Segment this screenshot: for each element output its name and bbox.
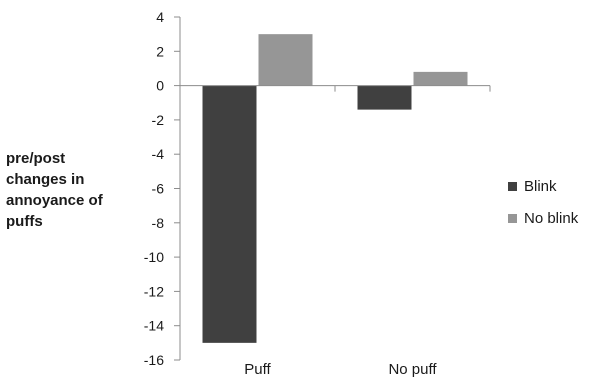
y-tick-label: 2 [156,43,164,59]
y-axis: 4 2 0 -2 -4 -6 -8 -10 -12 -14 -16 [144,9,181,368]
y-tick-label: -10 [144,249,164,265]
y-tick-label: 4 [156,9,164,25]
x-tick-label: No puff [388,361,437,378]
legend-swatch-blink [508,181,517,191]
y-tick-label: 0 [156,78,164,94]
y-axis-label-line: puffs [6,213,43,230]
bar-no-blink-puff [258,34,313,86]
y-tick-label: -2 [152,112,165,128]
y-tick-label: -14 [144,318,164,334]
legend-label-no-blink: No blink [524,209,579,227]
bars [202,34,468,343]
y-axis-label-line: changes in [6,171,85,188]
legend-swatch-no-blink [508,213,517,223]
legend-item-blink: Blink [508,176,578,196]
x-tick-label: Puff [244,361,271,378]
y-axis-label-line: annoyance of [6,192,103,209]
y-axis-label: pre/post changes in annoyance of puffs [6,148,124,232]
y-tick-label: -8 [152,215,165,231]
x-axis: Puff No puff [179,85,491,378]
y-tick-label: -4 [152,146,165,162]
bar-blink-puff [202,85,257,343]
legend: Blink No blink [508,176,578,240]
legend-item-no-blink: No blink [508,208,578,228]
y-tick-label: -16 [144,352,164,368]
legend-label-blink: Blink [524,177,557,195]
bar-blink-no-puff [357,85,412,110]
bar-no-blink-no-puff [413,71,468,86]
y-axis-label-line: pre/post [6,150,66,167]
y-tick-label: -12 [144,283,164,299]
y-tick-label: -6 [152,181,165,197]
